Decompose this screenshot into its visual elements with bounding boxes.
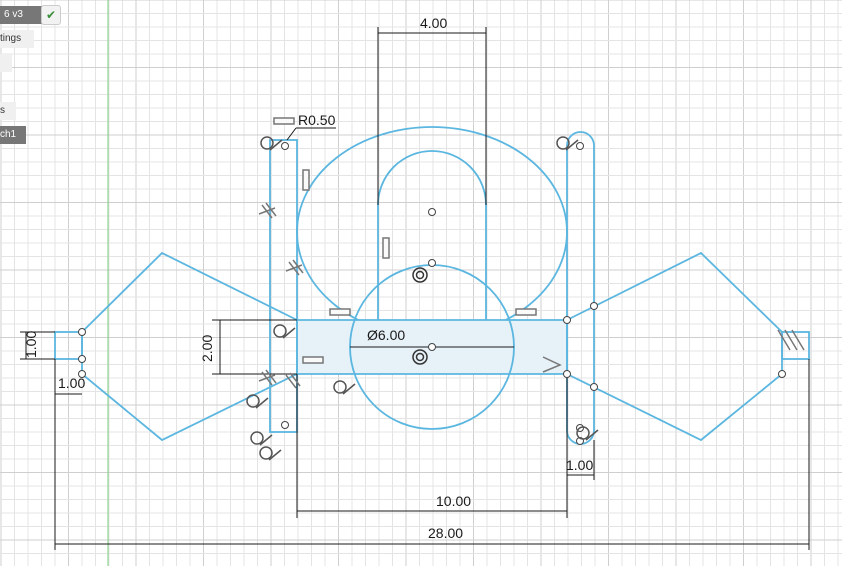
- dimensions: [20, 27, 810, 550]
- left-tab[interactable]: [54, 331, 83, 360]
- right-diamond[interactable]: [566, 251, 783, 442]
- browser-item-s[interactable]: s: [0, 102, 16, 120]
- dim-overall-width: 28.00: [428, 525, 463, 541]
- dim-tab-width: 1.00: [58, 375, 85, 391]
- point: [778, 370, 786, 378]
- browser-item-sketch1[interactable]: ch1: [0, 126, 26, 144]
- right-arm[interactable]: [566, 131, 595, 445]
- perpendicular-icon: [258, 202, 805, 389]
- point: [78, 355, 86, 363]
- dim-bar-height: 2.00: [199, 335, 215, 362]
- tangent-icon: [333, 380, 356, 395]
- tangent-icon: [576, 426, 599, 441]
- document-version-badge[interactable]: 6 v3: [0, 6, 44, 24]
- dim-center-width: 10.00: [436, 493, 471, 509]
- sketch-points[interactable]: [78, 142, 786, 445]
- tangent-icon: [273, 324, 296, 339]
- dim-arm-width: 1.00: [566, 457, 593, 473]
- inner-slot[interactable]: [377, 150, 487, 320]
- tangent-icon: [259, 446, 282, 461]
- left-arm[interactable]: [269, 139, 298, 433]
- dim-circle-diameter: Ø6.00: [367, 327, 405, 343]
- dimension-labels[interactable]: 4.00 R0.50 Ø6.00 2.00 1.00 1.00 1.00 10.…: [23, 15, 593, 541]
- checkmark-icon[interactable]: ✔: [41, 5, 61, 25]
- point: [281, 421, 289, 429]
- tangent-icon: [250, 431, 273, 446]
- point: [428, 259, 436, 267]
- tangent-icon: [260, 136, 283, 151]
- browser-item-settings[interactable]: tings: [0, 30, 34, 48]
- dim-fillet-radius: R0.50: [298, 112, 336, 128]
- point: [563, 316, 571, 324]
- point: [78, 370, 86, 378]
- dim-tab-height: 1.00: [23, 331, 39, 358]
- point: [428, 343, 436, 351]
- concentric-icon: [412, 267, 428, 283]
- constraint-glyphs[interactable]: [246, 117, 805, 461]
- dim-slot-width: 4.00: [420, 15, 447, 31]
- tangent-icon: [556, 136, 579, 151]
- point: [281, 142, 289, 150]
- browser-item-small[interactable]: [0, 54, 12, 72]
- right-tab[interactable]: [781, 331, 810, 360]
- sketch-profiles[interactable]: [54, 126, 810, 445]
- tangent-icon: [246, 394, 269, 409]
- point: [590, 302, 598, 310]
- point: [576, 142, 584, 150]
- parallel-icon: [273, 117, 537, 364]
- concentric-icon: [412, 349, 428, 365]
- point: [428, 208, 436, 216]
- outer-ellipse[interactable]: [296, 126, 568, 338]
- point: [78, 328, 86, 336]
- point: [590, 383, 598, 391]
- point: [563, 370, 571, 378]
